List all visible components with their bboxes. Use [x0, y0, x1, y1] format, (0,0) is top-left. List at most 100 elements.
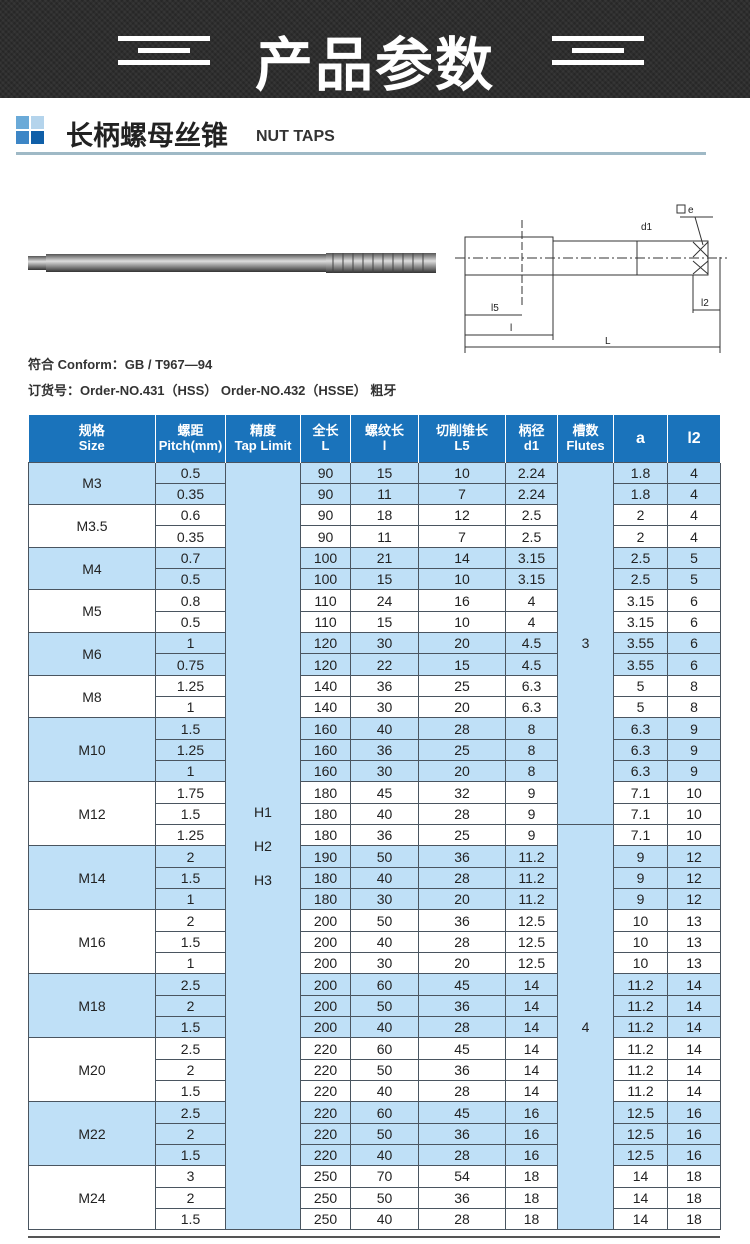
pitch-cell: 0.5 [155, 568, 226, 591]
table-row: M16 2 200 50 36 12.5 10 13 [28, 909, 721, 975]
value-cell: 100 [300, 546, 351, 570]
column-header: 切削锥长 L5 [418, 415, 506, 462]
value-cell: 2.5 [505, 504, 558, 527]
pitch-cell: 0.7 [155, 546, 226, 570]
value-cell: 36 [418, 1122, 506, 1146]
column-header-text: 切削锥长 [435, 423, 488, 439]
diagram-label-l: l [510, 323, 512, 334]
value-cell: 9 [505, 802, 558, 826]
value-cell: 100 [300, 568, 351, 591]
value-cell: 16 [505, 1143, 558, 1167]
pitch-cell: 1 [155, 952, 226, 975]
value-cell: 220 [300, 1122, 351, 1146]
value-cell: 9 [667, 717, 721, 740]
value-cell: 3.55 [613, 653, 668, 676]
value-cell: 12.5 [505, 930, 558, 954]
value-cell: 6 [667, 589, 721, 612]
value-cell: 25 [418, 674, 506, 698]
spec-table: 规格 Size 螺距 Pitch(mm) 精度 Tap Limit 全长 L 螺纹长 l 切削锥长 L… [28, 415, 721, 1231]
table-row: 0.5 100 15 10 3.15 2.5 5 [29, 568, 721, 591]
value-cell: 110 [300, 610, 351, 634]
pitch-cell: 1.5 [155, 802, 226, 826]
value-cell: 21 [350, 546, 419, 570]
value-cell: 200 [300, 1016, 351, 1039]
value-cell: 9 [613, 845, 668, 868]
value-cell: 10 [667, 802, 721, 826]
banner: 产品参数 [0, 0, 750, 99]
value-cell: 30 [350, 952, 419, 975]
value-cell: 40 [350, 1207, 419, 1231]
table-row: 1 140 30 20 6.3 5 8 [29, 696, 721, 719]
value-cell: 18 [505, 1165, 558, 1188]
table-bottom-line [28, 1236, 720, 1238]
pitch-cell: 1 [155, 888, 226, 911]
tap-limit-value: H3 [254, 871, 272, 888]
value-cell: 5 [667, 546, 721, 570]
value-cell: 10 [613, 930, 668, 954]
pitch-cell: 1.5 [155, 1016, 226, 1039]
column-header: 槽数 Flutes [557, 415, 614, 462]
column-header-text: 全长 [312, 423, 339, 439]
value-cell: 12.5 [613, 1101, 668, 1124]
conform-standard: 符合 Conform：GB / T967—94 [28, 357, 213, 372]
pitch-cell: 1.5 [155, 930, 226, 954]
table-row: 1.5 220 40 28 16 12.5 16 [29, 1143, 721, 1167]
column-header: a [613, 415, 668, 462]
pitch-cell: 0.5 [155, 461, 226, 484]
value-cell: 11.2 [613, 1058, 668, 1082]
tap-limit-value: H2 [254, 837, 272, 854]
value-cell: 140 [300, 674, 351, 698]
section-squares-icon [16, 116, 44, 144]
value-cell: 36 [418, 1058, 506, 1082]
table-row: M10 1.5 160 40 28 8 6.3 9 [28, 717, 721, 783]
table-row: M6 1 120 30 20 4.5 3.55 6 [28, 632, 721, 676]
value-cell: 14 [505, 994, 558, 1018]
value-cell: 4.5 [505, 632, 558, 655]
value-cell: 20 [418, 952, 506, 975]
pitch-cell: 1 [155, 696, 226, 719]
value-cell: 2.24 [505, 461, 558, 484]
value-cell: 7 [418, 482, 506, 506]
table-row: 1.25 180 36 25 9 4 7.1 10 [29, 824, 721, 1231]
value-cell: 28 [418, 1016, 506, 1039]
value-cell: 14 [505, 1080, 558, 1103]
column-header-text: 螺纹长 [364, 423, 404, 439]
value-cell: 2 [613, 504, 668, 527]
table-row: M8 1.25 140 36 25 6.3 5 8 [28, 674, 721, 719]
column-header: l2 [667, 415, 721, 462]
value-cell: 16 [505, 1122, 558, 1146]
value-cell: 10 [667, 781, 721, 804]
value-cell: 4 [667, 504, 721, 527]
table-row: 1.5 200 40 28 12.5 10 13 [29, 930, 721, 954]
value-cell: 32 [418, 781, 506, 804]
value-cell: 14 [667, 1016, 721, 1039]
diagram-label-l2: l2 [701, 298, 709, 309]
value-cell: 6 [667, 632, 721, 655]
value-cell: 6 [667, 610, 721, 634]
value-cell: 90 [300, 482, 351, 506]
value-cell: 18 [350, 504, 419, 527]
value-cell: 11 [350, 482, 419, 506]
table-row: 1.5 180 40 28 9 7.1 10 [29, 802, 721, 826]
value-cell: 45 [418, 973, 506, 996]
diagram-label-l5: l5 [491, 303, 499, 314]
value-cell: 7.1 [613, 824, 668, 847]
value-cell: 4 [505, 589, 558, 612]
table-row: 2 220 50 36 14 11.2 14 [29, 1058, 721, 1082]
value-cell: 8 [667, 674, 721, 698]
value-cell: 10 [418, 610, 506, 634]
value-cell: 8 [505, 738, 558, 762]
value-cell: 45 [350, 781, 419, 804]
value-cell: 6 [667, 653, 721, 676]
value-cell: 10 [613, 909, 668, 932]
pitch-cell: 1.25 [155, 824, 226, 847]
pitch-cell: 1.5 [155, 717, 226, 740]
value-cell: 13 [667, 952, 721, 975]
value-cell: 4 [667, 461, 721, 484]
column-header-text: l2 [687, 429, 701, 447]
value-cell: 14 [418, 546, 506, 570]
value-cell: 28 [418, 802, 506, 826]
value-cell: 15 [350, 568, 419, 591]
value-cell: 4.5 [505, 653, 558, 676]
value-cell: 50 [350, 994, 419, 1018]
